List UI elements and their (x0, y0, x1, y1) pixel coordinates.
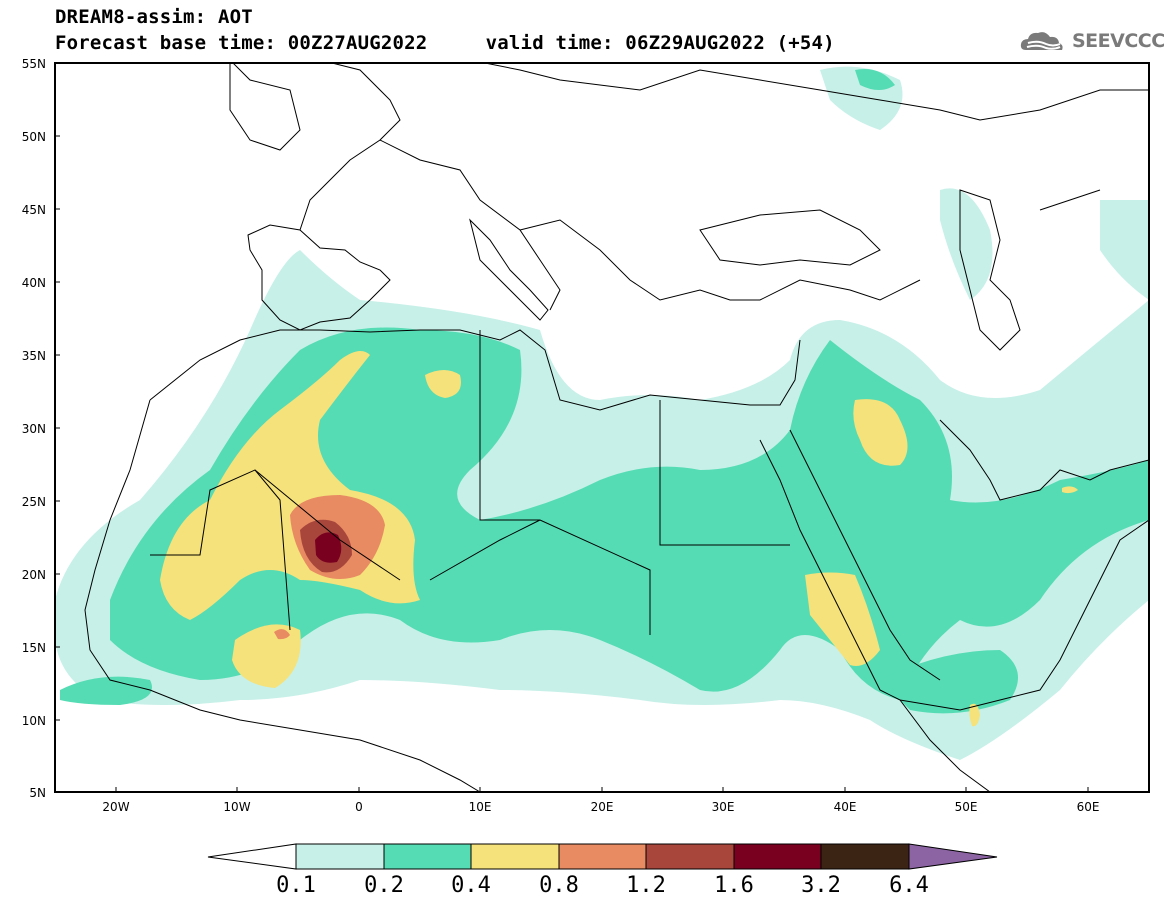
colorbar-label: 0.8 (539, 873, 579, 898)
aot-level-0.2 (880, 650, 1018, 714)
lon-label: 40E (834, 800, 857, 814)
lat-label: 5N (29, 786, 46, 800)
title-line-1: DREAM8-assim: AOT (55, 6, 253, 28)
lon-label: 60E (1077, 800, 1100, 814)
lat-label: 30N (22, 422, 46, 436)
lon-label: 0 (355, 800, 363, 814)
colorbar-over-arrow (908, 843, 998, 870)
lat-labels: 55N 50N 45N 40N 35N 30N 25N 20N 15N 10N … (22, 57, 46, 800)
lon-axis (115, 787, 1089, 792)
colorbar-label: 3.2 (801, 873, 841, 898)
colorbar-box (383, 843, 472, 870)
aot-level-0.1 (940, 188, 993, 300)
aot-level-0.2 (60, 676, 152, 705)
lat-label: 20N (22, 568, 46, 582)
colorbar-label: 0.2 (364, 873, 404, 898)
lon-label: 30E (712, 800, 735, 814)
colorbar-label: 0.1 (276, 873, 316, 898)
aot-level-1.6 (315, 532, 342, 563)
title-line-2: Forecast base time: 00Z27AUG2022 valid t… (55, 32, 835, 54)
aot-level-0.4 (1062, 486, 1078, 494)
lat-label: 55N (22, 57, 46, 71)
lat-label: 10N (22, 714, 46, 728)
cloud-icon (1020, 32, 1063, 50)
lat-axis (55, 62, 60, 793)
lat-label: 45N (22, 203, 46, 217)
lon-label: 10E (469, 800, 492, 814)
aot-level-0.8 (274, 629, 290, 640)
colorbar (207, 843, 998, 870)
colorbar-box (645, 843, 735, 870)
aot-level-0.2 (855, 69, 895, 90)
lon-label: 20E (591, 800, 614, 814)
aot-level-0.4 (232, 624, 301, 688)
lat-label: 15N (22, 641, 46, 655)
colorbar-box (733, 843, 822, 870)
lon-labels: 20W 10W 0 10E 20E 30E 40E 50E 60E (102, 800, 1099, 814)
coastlines (84, 63, 1149, 792)
colorbar-box (820, 843, 910, 870)
lon-label: 50E (955, 800, 978, 814)
aot-level-0.4 (425, 370, 461, 398)
lon-label: 10W (223, 800, 250, 814)
colorbar-label: 1.6 (714, 873, 754, 898)
colorbar-box (470, 843, 560, 870)
colorbar-label: 0.4 (451, 873, 491, 898)
lat-label: 35N (22, 349, 46, 363)
lon-label: 20W (102, 800, 129, 814)
aot-level-0.4 (805, 572, 880, 666)
aot-level-0.4 (969, 703, 980, 727)
colorbar-label: 1.2 (626, 873, 666, 898)
aot-field (55, 66, 1149, 760)
lat-label: 50N (22, 130, 46, 144)
colorbar-box (558, 843, 647, 870)
logo-text: SEEVCCC (1072, 30, 1165, 52)
colorbar-labels: 0.1 0.2 0.4 0.8 1.2 1.6 3.2 6.4 (276, 873, 929, 898)
aot-level-0.1 (1100, 200, 1149, 300)
colorbar-label: 6.4 (889, 873, 929, 898)
lat-label: 40N (22, 276, 46, 290)
aot-level-0.4 (853, 399, 908, 466)
lat-label: 25N (22, 495, 46, 509)
colorbar-box (295, 843, 385, 870)
colorbar-under-arrow (207, 843, 297, 870)
